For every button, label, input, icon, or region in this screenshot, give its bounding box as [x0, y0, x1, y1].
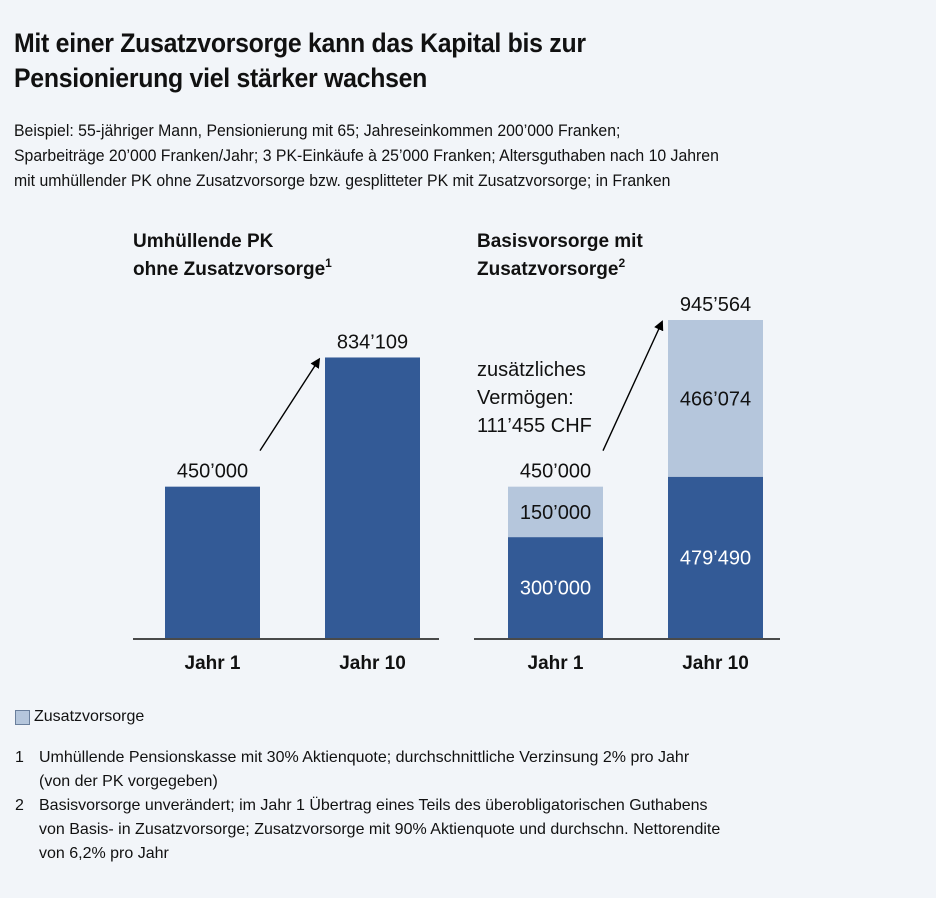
annotation-line: Vermögen:	[477, 387, 574, 409]
chart-subtitle: Beispiel: 55-jähriger Mann, Pensionierun…	[14, 118, 870, 193]
panel-title-line: ohne Zusatzvorsorge1	[133, 256, 332, 284]
growth-arrow	[602, 320, 664, 451]
footnote-line: von 6,2% pro Jahr	[39, 845, 169, 862]
annotation-line: 111’455 CHF	[477, 415, 592, 437]
growth-arrow	[259, 357, 321, 452]
x-tick-label: Jahr 1	[185, 653, 241, 674]
chart-title: Mit einer Zusatzvorsorge kann das Kapita…	[14, 26, 842, 96]
total-label: 834’109	[337, 331, 408, 353]
footnote-line: Basisvorsorge unverändert; im Jahr 1 Übe…	[39, 797, 708, 814]
panel-title-text: ohne Zusatzvorsorge	[133, 259, 326, 280]
bar-basisvorsorge-jahr-1	[508, 537, 603, 638]
chart-title-line: Pensionierung viel stärker wachsen	[14, 63, 428, 93]
footnote-number: 2	[15, 797, 24, 814]
x-tick-label: Jahr 10	[339, 653, 406, 674]
footnote-text: Basisvorsorge unverändert; im Jahr 1 Übe…	[39, 794, 720, 866]
panel-title-line: Umhüllende PK	[133, 231, 274, 252]
legend-swatch-zusatzvorsorge	[15, 709, 30, 725]
panel-title-line: Zusatzvorsorge2	[477, 256, 643, 284]
footnote-line: Umhüllende Pensionskasse mit 30% Aktienq…	[39, 749, 690, 766]
bar-zusatzvorsorge-jahr-10	[668, 320, 763, 477]
footnotes: 1 Umhüllende Pensionskasse mit 30% Aktie…	[15, 746, 915, 866]
footnote-1: 1 Umhüllende Pensionskasse mit 30% Aktie…	[15, 746, 915, 794]
panel-title-line: Basisvorsorge mit	[477, 231, 643, 252]
legend-label: Zusatzvorsorge	[34, 708, 145, 725]
legend: Zusatzvorsorge	[15, 708, 144, 726]
total-label: 450’000	[177, 461, 248, 483]
total-label: 450’000	[520, 461, 591, 483]
bar-basisvorsorge-jahr-10	[668, 476, 763, 638]
data-label: 300’000	[520, 578, 591, 600]
total-label: 945’564	[680, 294, 751, 316]
footnote-ref: 2	[618, 256, 626, 270]
panel-title-right: Basisvorsorge mit Zusatzvorsorge2	[477, 228, 643, 284]
subtitle-line: mit umhüllender PK ohne Zusatzvorsorge b…	[14, 171, 671, 190]
data-label: 479’490	[680, 547, 751, 569]
footnote-line: von Basis- in Zusatzvorsorge; Zusatzvors…	[39, 821, 721, 838]
data-label: 466’074	[680, 388, 751, 410]
data-label: 150’000	[520, 502, 591, 524]
annotation-line: zusätzliches	[477, 359, 586, 381]
footnote-line: (von der PK vorgegeben)	[39, 773, 218, 790]
bar-basisvorsorge-jahr-10	[325, 357, 420, 638]
bar-basisvorsorge-jahr-1	[165, 486, 260, 638]
panel-title-text: Zusatzvorsorge	[477, 259, 619, 280]
bar-zusatzvorsorge-jahr-1	[508, 486, 603, 538]
x-tick-label: Jahr 10	[682, 653, 749, 674]
chart-title-line: Mit einer Zusatzvorsorge kann das Kapita…	[14, 28, 586, 58]
panel-title-left: Umhüllende PK ohne Zusatzvorsorge1	[133, 228, 332, 284]
footnote-number: 1	[15, 749, 24, 766]
x-tick-label: Jahr 1	[528, 653, 584, 674]
footnote-2: 2 Basisvorsorge unverändert; im Jahr 1 Ü…	[15, 794, 915, 866]
footnote-text: Umhüllende Pensionskasse mit 30% Aktienq…	[39, 746, 689, 794]
subtitle-line: Beispiel: 55-jähriger Mann, Pensionierun…	[14, 121, 621, 140]
subtitle-line: Sparbeiträge 20’000 Franken/Jahr; 3 PK-E…	[14, 146, 719, 165]
footnote-ref: 1	[325, 256, 332, 270]
